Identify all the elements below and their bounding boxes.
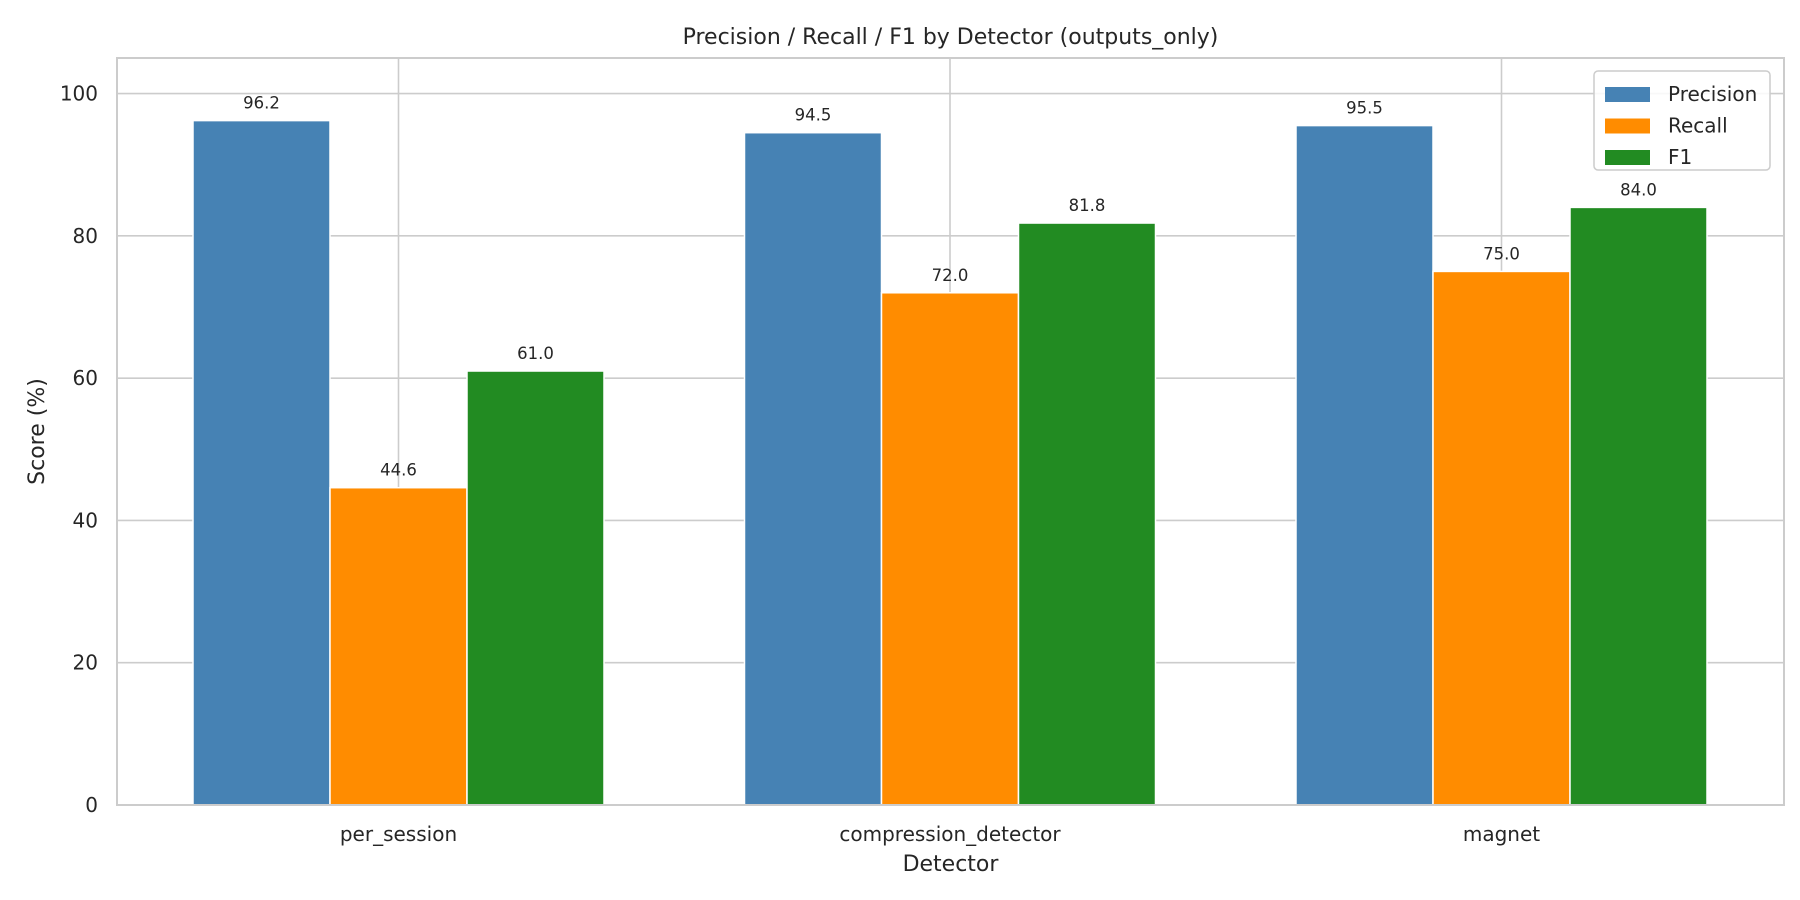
data-label-f1-compression_detector: 81.8 [1069, 196, 1106, 215]
bar-f1-per_session [466, 370, 605, 806]
x-axis-label: Detector [903, 852, 1000, 877]
data-label-precision-per_session: 96.2 [243, 94, 280, 113]
legend-label-precision: Precision [1668, 82, 1757, 106]
bar-recall-per_session [329, 486, 468, 806]
y-tick-label-1: 20 [73, 651, 98, 675]
data-label-f1-magnet: 84.0 [1620, 180, 1657, 199]
bar-precision-compression_detector [743, 131, 883, 806]
bar-precision-magnet [1295, 124, 1434, 806]
y-tick-label-0: 0 [85, 793, 98, 817]
bar-f1-compression_detector [1017, 222, 1157, 806]
x-tick-label-0: per_session [340, 822, 457, 846]
x-tick-label-1: compression_detector [839, 822, 1061, 846]
data-label-precision-magnet: 95.5 [1346, 99, 1383, 118]
data-label-f1-per_session: 61.0 [517, 344, 554, 363]
y-tick-label-4: 80 [73, 224, 98, 248]
bar-precision-per_session [192, 119, 331, 806]
legend-swatch-precision [1605, 87, 1650, 102]
legend-swatch-f1 [1605, 150, 1650, 165]
bars [192, 119, 1708, 806]
bar-f1-magnet [1569, 206, 1708, 806]
y-tick-label-3: 60 [73, 366, 98, 390]
x-tick-label-2: magnet [1463, 822, 1540, 846]
data-labels: 96.2 94.5 95.5 44.6 72.0 75.0 61.0 81.8 84.0 [243, 94, 1657, 480]
data-label-recall-compression_detector: 72.0 [932, 266, 969, 285]
tick-labels: 0 20 40 60 80 100 per_session compression_detec… [60, 82, 1540, 846]
y-tick-label-5: 100 [60, 82, 98, 106]
plot-frame [116, 57, 1785, 806]
bar-recall-magnet [1432, 270, 1571, 806]
y-axis-label: Score (%) [25, 378, 50, 485]
legend-label-recall: Recall [1668, 114, 1728, 138]
y-tick-label-2: 40 [73, 508, 98, 532]
chart-title: Precision / Recall / F1 by Detector (out… [683, 25, 1219, 50]
bar-recall-compression_detector [880, 292, 1020, 806]
data-label-recall-magnet: 75.0 [1483, 244, 1520, 263]
data-label-precision-compression_detector: 94.5 [795, 106, 832, 125]
legend-swatch-recall [1605, 118, 1650, 134]
legend-label-f1: F1 [1668, 145, 1692, 169]
data-label-recall-per_session: 44.6 [380, 461, 417, 480]
legend: Precision Recall F1 [1593, 70, 1771, 171]
